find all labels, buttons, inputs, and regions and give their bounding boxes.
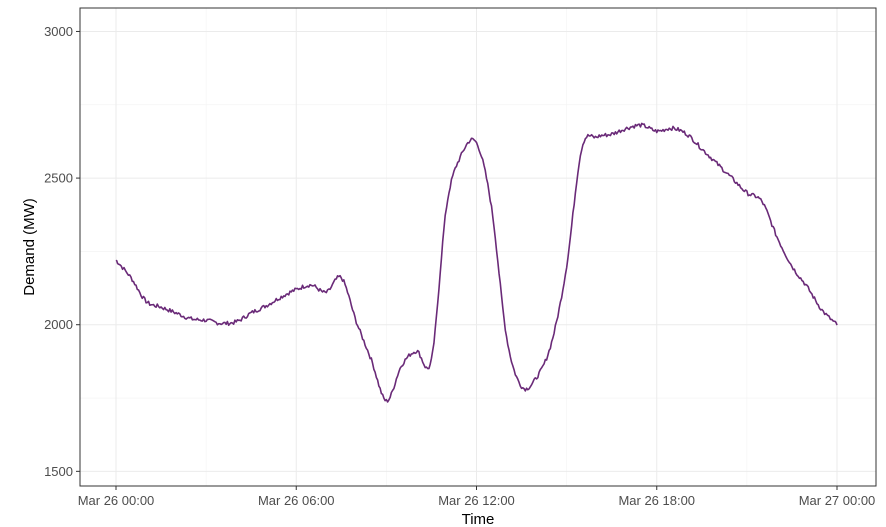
x-tick-label: Mar 26 06:00 — [258, 493, 335, 508]
y-tick-label: 2500 — [44, 171, 73, 186]
y-tick-label: 3000 — [44, 24, 73, 39]
x-axis-ticks: Mar 26 00:00 Mar 26 06:00 Mar 26 12:00 Mar … — [78, 486, 876, 508]
plot-panel-border — [79, 7, 877, 487]
x-tick-label: Mar 26 00:00 — [78, 493, 155, 508]
y-axis-ticks: 1500 2000 2500 3000 — [44, 24, 80, 479]
x-tick-label: Mar 26 12:00 — [438, 493, 515, 508]
demand-series-line — [115, 122, 838, 403]
x-tick-label: Mar 26 18:00 — [618, 493, 695, 508]
series-layer — [115, 122, 838, 403]
grid-major — [80, 8, 876, 486]
x-tick-label: Mar 27 00:00 — [799, 493, 876, 508]
y-tick-label: 1500 — [44, 464, 73, 479]
y-axis-title: Demand (MW) — [21, 198, 38, 296]
x-axis-title: Time — [462, 511, 495, 527]
y-tick-label: 2000 — [44, 317, 73, 332]
grid-minor — [80, 8, 876, 486]
